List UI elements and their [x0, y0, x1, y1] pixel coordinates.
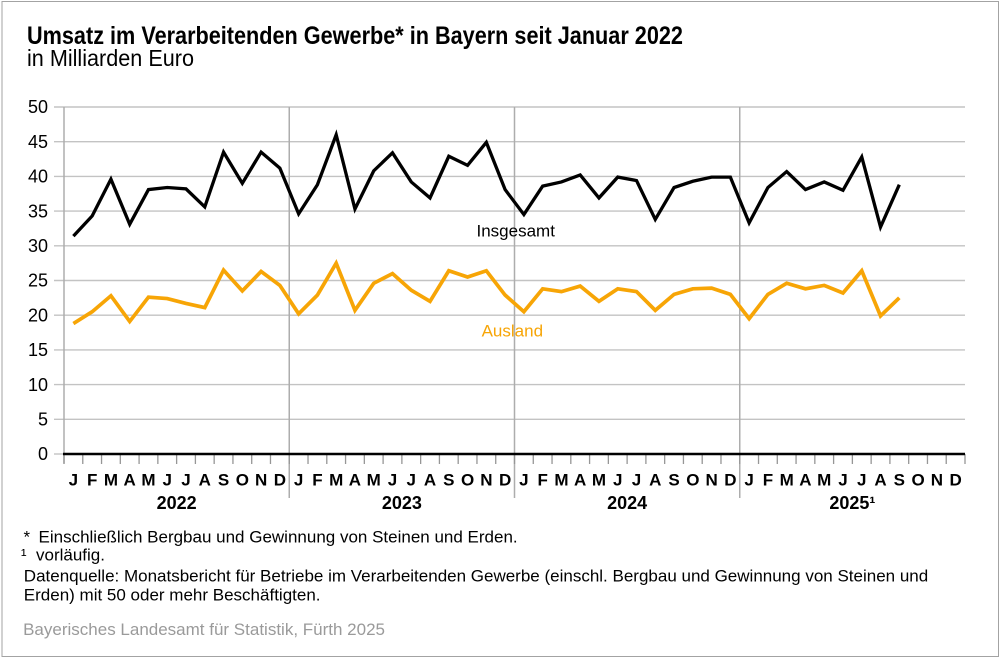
svg-text:2022: 2022: [157, 493, 197, 513]
svg-text:M: M: [592, 471, 606, 490]
svg-text:M: M: [141, 471, 155, 490]
svg-text:D: D: [499, 471, 511, 490]
svg-text:M: M: [104, 471, 118, 490]
svg-text:D: D: [724, 471, 736, 490]
svg-text:O: O: [686, 471, 699, 490]
svg-text:A: A: [124, 471, 136, 490]
svg-text:Insgesamt: Insgesamt: [477, 221, 556, 240]
svg-text:J: J: [69, 471, 78, 490]
svg-text:Erden) mit 50 oder mehr Beschä: Erden) mit 50 oder mehr Beschäftigten.: [24, 586, 321, 605]
svg-text:A: A: [799, 471, 811, 490]
svg-text:A: A: [349, 471, 361, 490]
svg-text:Bayerisches Landesamt für Stat: Bayerisches Landesamt für Statistik, Für…: [23, 620, 385, 639]
svg-text:N: N: [705, 471, 717, 490]
svg-text:M: M: [817, 471, 831, 490]
svg-text:Datenquelle: Monatsbericht für: Datenquelle: Monatsbericht für Betriebe …: [24, 567, 928, 586]
svg-text:25: 25: [28, 271, 48, 291]
svg-text:35: 35: [28, 201, 48, 221]
svg-text:¹: ¹: [21, 546, 27, 565]
svg-text:in Milliarden Euro: in Milliarden Euro: [27, 45, 194, 71]
svg-text:Ausland: Ausland: [482, 322, 543, 341]
svg-text:*: *: [24, 528, 31, 547]
svg-text:J: J: [163, 471, 172, 490]
svg-text:J: J: [857, 471, 866, 490]
svg-text:S: S: [894, 471, 905, 490]
svg-text:10: 10: [28, 375, 48, 395]
svg-text:S: S: [668, 471, 679, 490]
svg-text:S: S: [443, 471, 454, 490]
svg-text:40: 40: [28, 167, 48, 187]
svg-text:vorläufig.: vorläufig.: [36, 546, 105, 565]
svg-text:0: 0: [38, 444, 48, 464]
svg-text:Einschließlich Bergbau und Gew: Einschließlich Bergbau und Gewinnung von…: [39, 528, 518, 547]
svg-text:F: F: [87, 471, 97, 490]
svg-text:Umsatz im Verarbeitenden Gewer: Umsatz im Verarbeitenden Gewerbe* in Bay…: [27, 21, 683, 49]
svg-text:A: A: [874, 471, 886, 490]
svg-text:F: F: [763, 471, 773, 490]
svg-text:O: O: [461, 471, 474, 490]
svg-text:F: F: [312, 471, 322, 490]
svg-text:D: D: [274, 471, 286, 490]
svg-text:A: A: [424, 471, 436, 490]
svg-text:O: O: [236, 471, 249, 490]
svg-text:J: J: [388, 471, 397, 490]
svg-text:O: O: [911, 471, 924, 490]
svg-text:45: 45: [28, 132, 48, 152]
svg-text:A: A: [649, 471, 661, 490]
svg-text:J: J: [838, 471, 847, 490]
svg-text:N: N: [480, 471, 492, 490]
svg-text:J: J: [294, 471, 303, 490]
svg-text:N: N: [931, 471, 943, 490]
svg-text:2025¹: 2025¹: [829, 493, 875, 513]
svg-text:50: 50: [28, 97, 48, 117]
svg-text:15: 15: [28, 340, 48, 360]
svg-text:2023: 2023: [382, 493, 422, 513]
svg-text:F: F: [537, 471, 547, 490]
svg-text:A: A: [574, 471, 586, 490]
svg-text:M: M: [367, 471, 381, 490]
svg-text:M: M: [329, 471, 343, 490]
svg-text:2024: 2024: [607, 493, 647, 513]
svg-text:A: A: [199, 471, 211, 490]
svg-text:J: J: [519, 471, 528, 490]
svg-text:M: M: [554, 471, 568, 490]
svg-text:J: J: [407, 471, 416, 490]
svg-text:N: N: [255, 471, 267, 490]
svg-text:5: 5: [38, 410, 48, 430]
svg-text:D: D: [949, 471, 961, 490]
svg-text:J: J: [613, 471, 622, 490]
svg-text:J: J: [744, 471, 753, 490]
svg-text:20: 20: [28, 305, 48, 325]
svg-text:30: 30: [28, 236, 48, 256]
svg-text:M: M: [780, 471, 794, 490]
svg-text:S: S: [218, 471, 229, 490]
svg-text:J: J: [181, 471, 190, 490]
svg-text:J: J: [632, 471, 641, 490]
